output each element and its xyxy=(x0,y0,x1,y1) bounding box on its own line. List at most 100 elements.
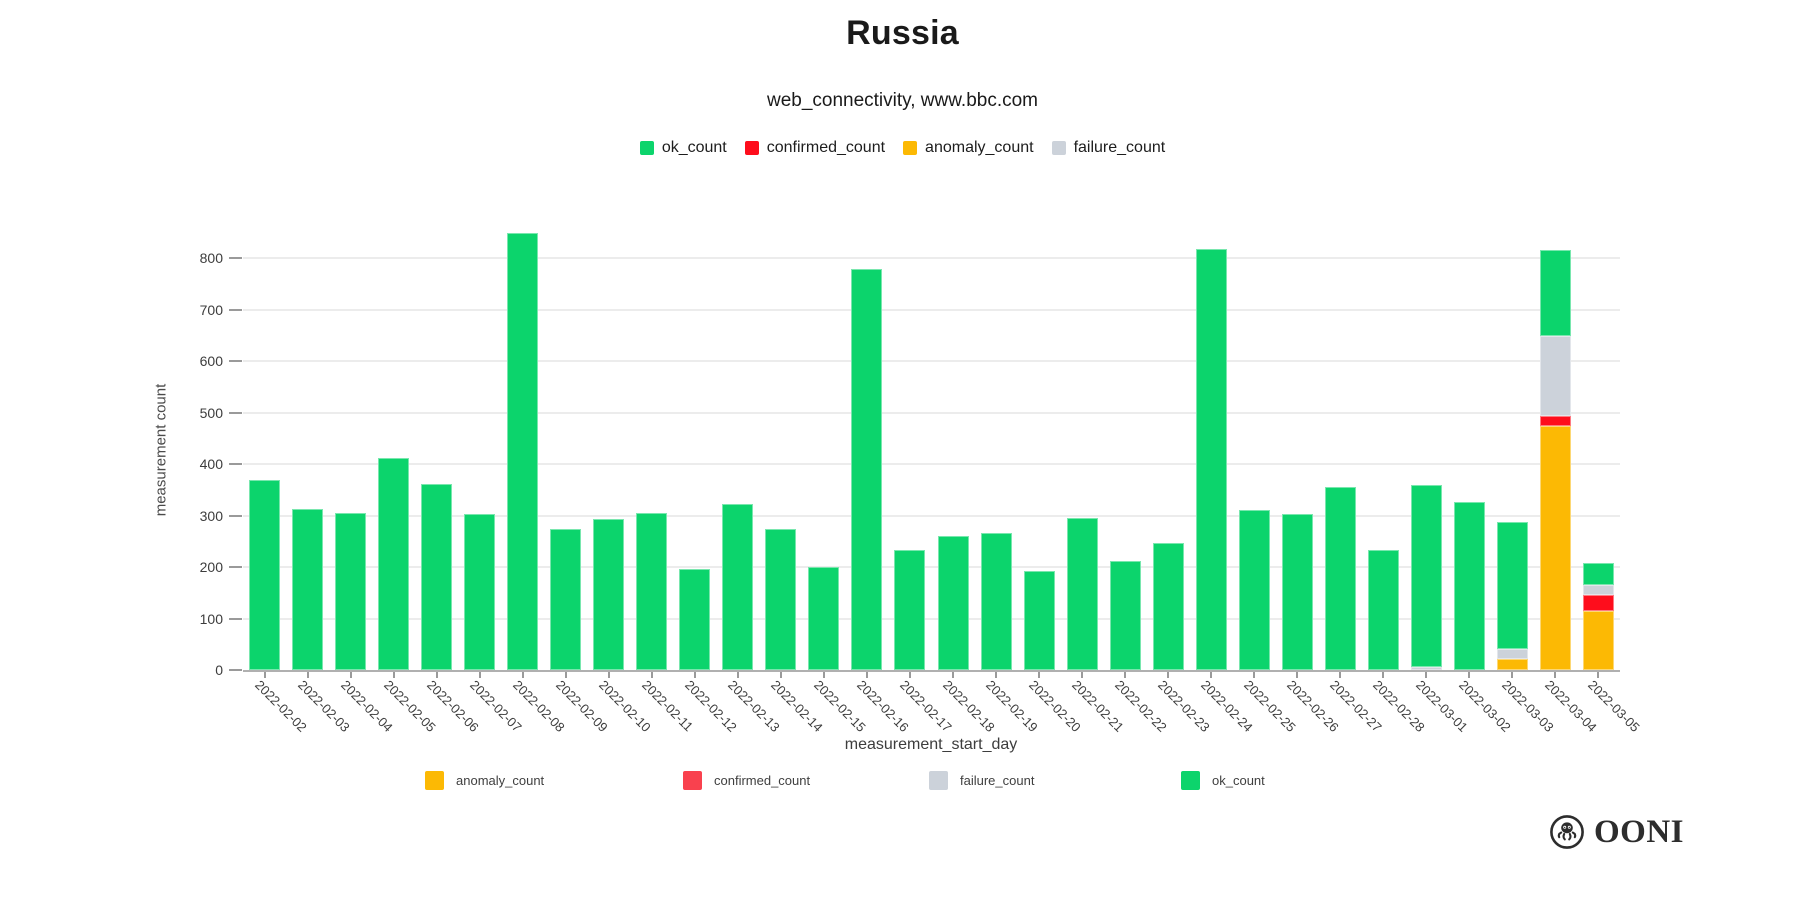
y-axis-tick xyxy=(229,411,242,414)
y-axis-tick-label: 0 xyxy=(215,662,223,678)
bar-segment-ok_count-2022-03-01[interactable] xyxy=(1410,485,1442,667)
bar-2022-02-16[interactable] xyxy=(851,268,883,670)
bottom-legend-item-ok_count[interactable]: ok_count xyxy=(1181,771,1265,790)
anomaly_count-swatch-icon xyxy=(903,141,918,155)
bar-segment-ok_count-2022-02-17[interactable] xyxy=(894,549,926,670)
bar-2022-02-03[interactable] xyxy=(292,508,324,670)
bar-2022-02-07[interactable] xyxy=(464,514,496,670)
bar-2022-02-23[interactable] xyxy=(1152,542,1184,670)
bar-segment-confirmed_count-2022-03-04[interactable] xyxy=(1539,415,1571,427)
bar-segment-ok_count-2022-02-18[interactable] xyxy=(937,535,969,670)
bar-segment-ok_count-2022-02-10[interactable] xyxy=(593,518,625,670)
bar-segment-ok_count-2022-02-12[interactable] xyxy=(679,568,711,670)
bar-segment-ok_count-2022-02-05[interactable] xyxy=(378,457,410,670)
bar-2022-02-22[interactable] xyxy=(1109,561,1141,670)
bar-segment-ok_count-2022-03-04[interactable] xyxy=(1539,249,1571,336)
bar-segment-ok_count-2022-02-09[interactable] xyxy=(550,528,582,670)
bar-segment-ok_count-2022-02-22[interactable] xyxy=(1109,561,1141,670)
bar-segment-ok_count-2022-02-20[interactable] xyxy=(1023,570,1055,670)
bar-2022-02-09[interactable] xyxy=(550,528,582,670)
bar-segment-ok_count-2022-02-15[interactable] xyxy=(808,566,840,670)
bar-segment-ok_count-2022-03-03[interactable] xyxy=(1496,521,1528,650)
bar-2022-02-17[interactable] xyxy=(894,549,926,670)
bar-2022-02-18[interactable] xyxy=(937,535,969,670)
ooni-brand[interactable]: OONI xyxy=(1549,814,1684,850)
y-axis-tick xyxy=(229,617,242,620)
bar-2022-02-13[interactable] xyxy=(722,504,754,670)
bar-segment-ok_count-2022-03-02[interactable] xyxy=(1453,502,1485,670)
y-axis-tick xyxy=(229,463,242,465)
bar-2022-02-26[interactable] xyxy=(1281,513,1313,670)
bar-2022-03-05[interactable] xyxy=(1582,563,1614,670)
bar-segment-ok_count-2022-02-26[interactable] xyxy=(1281,513,1313,670)
bar-2022-02-25[interactable] xyxy=(1238,509,1270,670)
bar-2022-02-04[interactable] xyxy=(335,512,367,670)
bar-2022-02-06[interactable] xyxy=(421,484,453,670)
x-axis-tick xyxy=(1038,672,1041,678)
bar-segment-ok_count-2022-02-03[interactable] xyxy=(292,508,324,670)
bar-2022-02-10[interactable] xyxy=(593,518,625,670)
bar-2022-02-27[interactable] xyxy=(1324,487,1356,670)
bar-2022-02-14[interactable] xyxy=(765,528,797,670)
y-axis-tick-label: 300 xyxy=(199,507,223,524)
bottom-legend-item-confirmed_count[interactable]: confirmed_count xyxy=(683,771,810,790)
bottom-legend-label: failure_count xyxy=(960,773,1035,788)
bar-2022-02-21[interactable] xyxy=(1066,517,1098,670)
bar-segment-failure_count-2022-03-01[interactable] xyxy=(1410,666,1442,670)
bar-segment-failure_count-2022-03-03[interactable] xyxy=(1496,649,1528,660)
bar-segment-ok_count-2022-02-23[interactable] xyxy=(1152,542,1184,670)
bar-2022-03-04[interactable] xyxy=(1539,249,1571,670)
failure_count-swatch-icon xyxy=(929,771,948,790)
bar-segment-anomaly_count-2022-03-03[interactable] xyxy=(1496,659,1528,670)
bar-segment-ok_count-2022-02-02[interactable] xyxy=(249,480,281,670)
y-axis-tick xyxy=(229,308,242,311)
bar-segment-confirmed_count-2022-03-05[interactable] xyxy=(1582,595,1614,612)
y-gridline-600 xyxy=(243,360,1620,362)
bar-2022-02-08[interactable] xyxy=(507,233,539,670)
bar-segment-ok_count-2022-02-25[interactable] xyxy=(1238,509,1270,670)
bar-segment-ok_count-2022-02-06[interactable] xyxy=(421,484,453,670)
bar-segment-ok_count-2022-02-14[interactable] xyxy=(765,528,797,670)
bar-2022-03-03[interactable] xyxy=(1496,521,1528,670)
bar-2022-02-24[interactable] xyxy=(1195,249,1227,670)
bar-segment-failure_count-2022-03-04[interactable] xyxy=(1539,335,1571,416)
bar-2022-02-20[interactable] xyxy=(1023,570,1055,670)
y-gridline-300 xyxy=(243,514,1620,517)
bottom-legend-label: anomaly_count xyxy=(456,773,545,788)
bar-2022-02-12[interactable] xyxy=(679,568,711,670)
bar-segment-ok_count-2022-02-27[interactable] xyxy=(1324,487,1356,670)
bar-2022-02-15[interactable] xyxy=(808,566,840,670)
bar-segment-ok_count-2022-02-11[interactable] xyxy=(636,512,668,670)
bar-segment-ok_count-2022-02-08[interactable] xyxy=(507,233,539,670)
bottom-legend-item-anomaly_count[interactable]: anomaly_count xyxy=(425,771,544,790)
top-legend-item-failure_count[interactable]: failure_count xyxy=(1051,139,1165,157)
bar-2022-02-28[interactable] xyxy=(1367,550,1399,670)
bar-2022-03-01[interactable] xyxy=(1410,485,1442,670)
top-legend-item-anomaly_count[interactable]: anomaly_count xyxy=(903,139,1034,157)
bar-segment-ok_count-2022-02-13[interactable] xyxy=(722,504,754,670)
bottom-legend-item-failure_count[interactable]: failure_count xyxy=(929,771,1034,790)
bar-segment-ok_count-2022-02-21[interactable] xyxy=(1066,517,1098,670)
top-legend-item-ok_count[interactable]: ok_count xyxy=(639,139,727,157)
bar-2022-02-02[interactable] xyxy=(249,480,281,670)
bar-segment-ok_count-2022-02-04[interactable] xyxy=(335,512,367,670)
bar-segment-ok_count-2022-02-19[interactable] xyxy=(980,532,1012,670)
bar-segment-ok_count-2022-02-07[interactable] xyxy=(464,514,496,670)
x-axis-tick xyxy=(607,672,610,678)
bar-segment-ok_count-2022-02-24[interactable] xyxy=(1195,249,1227,670)
ooni-octopus-logo-icon xyxy=(1549,814,1585,850)
bar-2022-03-02[interactable] xyxy=(1453,502,1485,670)
bar-segment-anomaly_count-2022-03-05[interactable] xyxy=(1582,611,1614,670)
bar-segment-ok_count-2022-02-28[interactable] xyxy=(1367,550,1399,670)
bar-segment-ok_count-2022-02-16[interactable] xyxy=(851,268,883,670)
bar-2022-02-05[interactable] xyxy=(378,457,410,670)
top-legend-label: anomaly_count xyxy=(925,139,1034,156)
bar-2022-02-19[interactable] xyxy=(980,532,1012,670)
x-axis-tick xyxy=(435,672,438,678)
bar-segment-ok_count-2022-03-05[interactable] xyxy=(1582,563,1614,585)
ok_count-swatch-icon xyxy=(639,141,654,155)
top-legend-item-confirmed_count[interactable]: confirmed_count xyxy=(744,139,885,157)
bar-2022-02-11[interactable] xyxy=(636,512,668,670)
bar-segment-failure_count-2022-03-05[interactable] xyxy=(1582,584,1614,596)
bar-segment-anomaly_count-2022-03-04[interactable] xyxy=(1539,426,1571,670)
